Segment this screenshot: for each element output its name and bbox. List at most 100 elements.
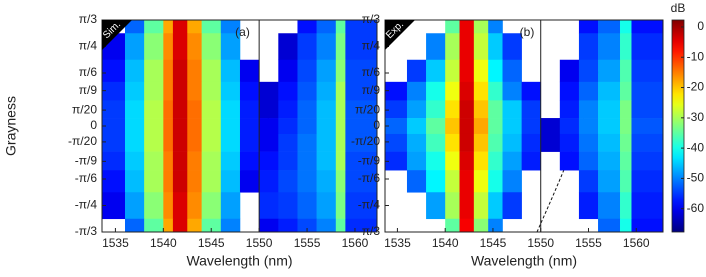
colorbar-tick-label: -10 (687, 49, 705, 63)
heat-cell (220, 133, 241, 152)
heat-cell (124, 59, 145, 83)
heat-cell (278, 151, 298, 171)
heat-cell (473, 81, 489, 101)
heat-cell (502, 151, 522, 171)
heat-cell (144, 170, 164, 193)
heat-cell (335, 218, 346, 233)
heat-cell (426, 151, 446, 171)
heat-cell (385, 133, 408, 152)
heat-cell (459, 170, 475, 193)
heat-cell (426, 133, 446, 152)
heat-cell (201, 170, 222, 193)
heat-cell (620, 151, 632, 171)
heat-cell (426, 118, 446, 135)
heat-cell (201, 81, 222, 101)
heat-cell (345, 170, 378, 193)
heat-cell (598, 33, 621, 61)
heat-cell (598, 218, 621, 233)
heat-cell (502, 81, 522, 101)
y-tick-label: -π/20 (68, 134, 97, 148)
heat-cell (124, 218, 145, 233)
heat-cell (345, 81, 378, 101)
heat-cell (124, 100, 145, 119)
heat-cell (124, 118, 145, 135)
y-tick-label: π/20 (72, 102, 97, 116)
y-tick-label: -π/6 (358, 171, 381, 185)
x-tick-label: 1540 (150, 236, 177, 250)
heat-cell (620, 81, 632, 101)
heat-cell (102, 151, 126, 171)
heat-cell (102, 100, 126, 119)
heat-cell (187, 81, 202, 101)
heat-cell (598, 81, 621, 101)
y-tick-label: -π/3 (75, 224, 98, 238)
heat-cell (201, 20, 222, 34)
heat-cell (297, 218, 317, 233)
heat-cell (259, 100, 279, 119)
heat-cell (473, 33, 489, 61)
heat-cell (631, 20, 664, 34)
heat-cell (102, 81, 126, 101)
heat-cell (473, 151, 489, 171)
heat-cell (259, 81, 279, 101)
heat-cell (406, 133, 427, 152)
heat-cell (297, 133, 317, 152)
heat-cell (278, 81, 298, 101)
heat-cell (578, 118, 599, 135)
heat-cell (335, 100, 346, 119)
heat-cell (201, 151, 222, 171)
heat-cell (631, 100, 664, 119)
y-tick-label: -π/6 (75, 171, 98, 185)
heat-cell (201, 133, 222, 152)
heat-cell (172, 192, 188, 220)
y-tick-label: -π/9 (358, 154, 381, 168)
heat-cell (459, 218, 475, 233)
heat-cell (239, 170, 260, 193)
label-badge (102, 20, 132, 50)
heat-cell (488, 118, 503, 135)
heat-cell (445, 133, 460, 152)
heat-cell (163, 133, 174, 152)
heat-cell (620, 218, 632, 233)
heat-cell (620, 192, 632, 220)
heat-cell (124, 151, 145, 171)
heat-cell (385, 118, 408, 135)
heat-cell (578, 133, 599, 152)
heat-cell (406, 170, 427, 193)
heat-cell (259, 170, 279, 193)
heat-cell (345, 59, 378, 83)
heat-cell (473, 100, 489, 119)
heat-cell (631, 81, 664, 101)
heat-cell (239, 151, 260, 171)
heat-cell (488, 218, 503, 233)
y-tick-label: π/6 (362, 65, 381, 79)
heat-cell (187, 151, 202, 171)
heat-cell (502, 100, 522, 119)
heat-cell (163, 59, 174, 83)
heat-cell (345, 118, 378, 135)
colorbar-tick-label: -50 (687, 171, 705, 185)
heat-cell (220, 33, 241, 61)
heat-cell (278, 192, 298, 220)
heat-cell (259, 118, 279, 135)
heat-cell (559, 81, 580, 101)
y-tick-label: -π/20 (351, 134, 380, 148)
heat-cell (473, 133, 489, 152)
heat-cell (187, 59, 202, 83)
heat-cell (502, 59, 522, 83)
heat-cell (631, 118, 664, 135)
y-tick-label: -π/4 (358, 198, 381, 212)
heat-cell (578, 81, 599, 101)
heat-cell (521, 118, 542, 135)
heat-cell (631, 59, 664, 83)
heat-cell (124, 133, 145, 152)
heat-cell (473, 59, 489, 83)
heat-cell (124, 20, 145, 34)
heat-cell (488, 20, 503, 34)
heat-cell (521, 100, 542, 119)
heat-cell (406, 100, 427, 119)
heat-cell (473, 218, 489, 233)
colorbar-tick-label: 0 (697, 19, 704, 33)
heat-cell (385, 100, 408, 119)
y-tick-label: π/20 (355, 102, 380, 116)
